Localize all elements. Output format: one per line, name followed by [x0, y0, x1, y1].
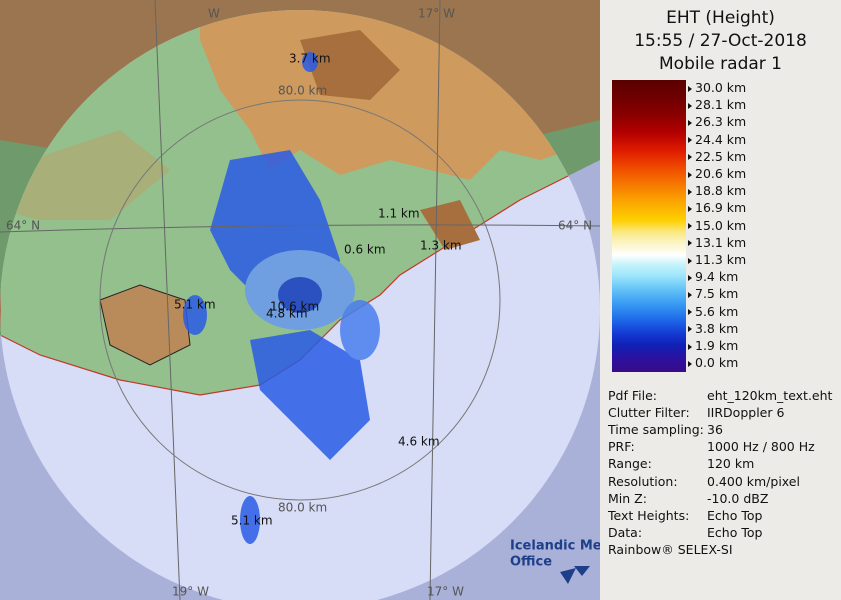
meridian: [429, 0, 441, 600]
radar-name: Mobile radar 1: [659, 54, 782, 74]
info-label: Resolution: 0.400 km/pixel: [608, 473, 800, 489]
info-value: -10.0 dBZ: [707, 490, 769, 506]
graticule-label: 19° W: [172, 585, 209, 599]
height-label: 4.6 km: [398, 435, 440, 449]
ring-label: 80.0 km: [278, 501, 327, 515]
height-label: 3.7 km: [289, 52, 331, 66]
scale-label: 3.8 km: [688, 321, 738, 336]
echo: [340, 300, 380, 360]
info-label: Text Heights: Echo Top: [608, 507, 763, 523]
echo: [302, 52, 318, 72]
info-label: Min Z: -10.0 dBZ: [608, 490, 769, 506]
height-label: 0.6 km: [344, 243, 386, 257]
info-label: Clutter Filter: IIRDoppler 6: [608, 405, 785, 421]
info-value: 36: [707, 422, 723, 438]
echo: [250, 330, 370, 460]
scale-label: 11.3 km: [688, 253, 746, 267]
scale-label: 26.3 km: [688, 115, 746, 129]
info-label: Range: 120 km: [608, 456, 755, 472]
footer: Rainbow® SELEX-SI: [608, 542, 733, 557]
height-label: 5.1 km: [231, 514, 273, 528]
info-value: 1000 Hz / 800 Hz: [707, 439, 815, 455]
radar-map: W 17° W 64° N 64° N 19° W 17° W 80.0 km …: [0, 0, 600, 600]
ring-label: 80.0 km: [278, 84, 327, 98]
echoes: [183, 52, 380, 544]
scale-label: 0.0 km: [688, 356, 738, 370]
height-label: 1.3 km: [420, 239, 462, 253]
height-label: 1.1 km: [378, 207, 420, 221]
scale-label: 15.0 km: [688, 218, 746, 233]
height-label: 5.1 km: [174, 298, 216, 312]
scale-label: 9.4 km: [688, 270, 738, 284]
parallel: [0, 224, 600, 233]
info-label: Time sampling: 36: [608, 422, 723, 438]
echo: [183, 295, 207, 335]
meridian: [154, 0, 181, 600]
graticule: [0, 0, 600, 600]
height-label: 4.8 km: [266, 307, 308, 321]
height-label: 10.6 km: [270, 300, 319, 314]
graticule-label: 64° N: [6, 219, 40, 233]
info-value: 0.400 km/pixel: [707, 473, 800, 489]
scale-label: 20.6 km: [688, 167, 746, 181]
info-value: Echo Top: [707, 507, 763, 523]
scale-label: 22.5 km: [688, 149, 746, 164]
scale-label: 30.0 km: [688, 81, 746, 95]
color-scale: [612, 80, 686, 372]
logo-icon: [560, 566, 590, 584]
info-value: 120 km: [707, 456, 755, 472]
range-ring: [99, 99, 501, 501]
scale-label: 16.9 km: [688, 201, 746, 215]
scale-label: 24.4 km: [688, 132, 746, 147]
legend-panel: EHT (Height) 15:55 / 27-Oct-2018 Mobile …: [600, 0, 841, 600]
info-value: Echo Top: [707, 524, 763, 540]
graticule-label: 17° W: [427, 585, 464, 599]
scale-label: 5.6 km: [688, 304, 738, 319]
graticule-label: 17° W: [418, 7, 455, 21]
logo-text: Office: [510, 555, 552, 570]
highland-peak: [300, 30, 400, 100]
info-label: PRF: 1000 Hz / 800 Hz: [608, 439, 815, 455]
scale-label: 7.5 km: [688, 287, 738, 301]
info-value: IIRDoppler 6: [707, 405, 785, 421]
scale-label: 28.1 km: [688, 98, 746, 112]
echo: [278, 277, 322, 313]
graticule-label: W: [208, 7, 220, 21]
echo: [240, 496, 260, 544]
title: EHT (Height): [666, 8, 775, 28]
time: 15:55 / 27-Oct-2018: [634, 31, 807, 51]
scale-label: 1.9 km: [688, 339, 738, 353]
logo-text: Icelandic Met: [510, 539, 600, 554]
scale-label: 18.8 km: [688, 184, 746, 198]
upland: [0, 130, 170, 220]
info-label: Data: Echo Top: [608, 524, 763, 540]
scale-label: 13.1 km: [688, 235, 746, 250]
info-label: Pdf File: eht_120km_text.eht: [608, 388, 833, 403]
info-value: eht_120km_text.eht: [707, 388, 833, 403]
graticule-label: 64° N: [558, 219, 592, 233]
